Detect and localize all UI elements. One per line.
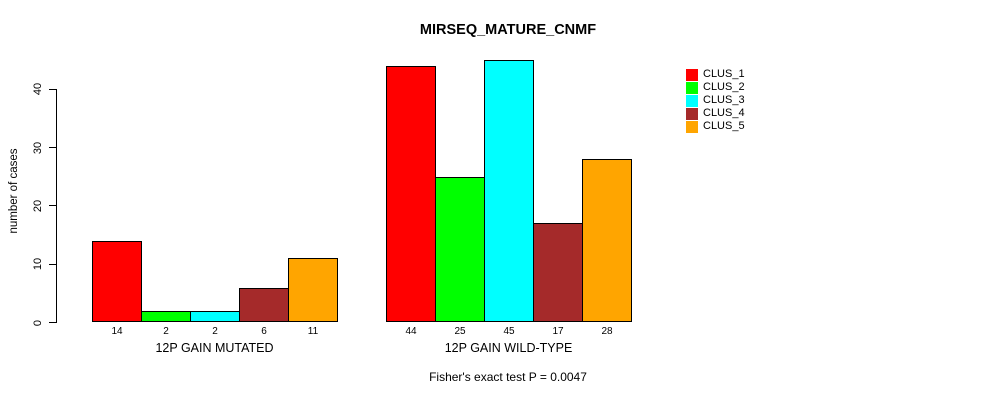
y-axis-tick-label: 20 bbox=[32, 199, 44, 212]
legend-label: CLUS_5 bbox=[703, 120, 745, 132]
bar-value-label: 2 bbox=[212, 326, 218, 337]
legend-item: CLUS_5 bbox=[686, 120, 745, 133]
y-axis-tick bbox=[49, 322, 56, 323]
legend-swatch bbox=[686, 120, 698, 133]
legend-item: CLUS_1 bbox=[686, 68, 745, 81]
bar-segment bbox=[92, 240, 142, 323]
bar-value-label: 45 bbox=[503, 326, 515, 337]
bar-value-label: 11 bbox=[307, 326, 319, 337]
y-axis-label: number of cases bbox=[8, 148, 20, 234]
bar-value-label: 17 bbox=[552, 326, 564, 337]
chart-title: MIRSEQ_MATURE_CNMF bbox=[419, 22, 597, 38]
bar-segment bbox=[435, 176, 485, 323]
y-axis-tick-label: 0 bbox=[32, 319, 44, 326]
y-axis-tick-label: 30 bbox=[32, 141, 44, 154]
legend-item: CLUS_2 bbox=[686, 81, 745, 94]
fisher-test-annotation: Fisher's exact test P = 0.0047 bbox=[429, 370, 587, 384]
legend-item: CLUS_4 bbox=[686, 107, 745, 120]
bar-value-label: 2 bbox=[163, 326, 169, 337]
y-axis-line bbox=[56, 89, 57, 324]
legend-label: CLUS_1 bbox=[703, 68, 745, 80]
bar-value-label: 44 bbox=[405, 326, 417, 337]
legend-swatch bbox=[686, 107, 698, 120]
legend-swatch bbox=[686, 94, 698, 107]
legend-label: CLUS_4 bbox=[703, 107, 745, 119]
legend-item: CLUS_3 bbox=[686, 94, 745, 107]
bar-segment bbox=[141, 310, 191, 323]
y-axis-tick bbox=[49, 263, 56, 265]
legend-swatch bbox=[686, 81, 698, 94]
bar-value-label: 14 bbox=[111, 326, 123, 337]
bar-segment bbox=[582, 159, 632, 323]
bar-segment bbox=[533, 223, 583, 323]
bar-segment bbox=[239, 287, 289, 323]
category-label: 12P GAIN WILD-TYPE bbox=[444, 341, 573, 355]
bar-value-label: 6 bbox=[261, 326, 267, 337]
legend-swatch bbox=[686, 68, 698, 81]
y-axis-tick-label: 10 bbox=[32, 258, 44, 271]
y-axis-tick bbox=[49, 147, 56, 148]
bar-segment bbox=[288, 258, 338, 323]
category-label: 12P GAIN MUTATED bbox=[155, 341, 274, 355]
bar-segment bbox=[484, 60, 534, 323]
y-axis-tick bbox=[49, 205, 56, 207]
y-axis-tick bbox=[49, 88, 56, 90]
bar-value-label: 25 bbox=[454, 326, 466, 337]
y-axis-tick-label: 40 bbox=[32, 83, 44, 96]
bar-value-label: 28 bbox=[601, 326, 613, 337]
legend-label: CLUS_2 bbox=[703, 81, 745, 93]
bar-segment bbox=[190, 310, 240, 323]
legend-label: CLUS_3 bbox=[703, 94, 745, 106]
bar-segment bbox=[386, 65, 436, 323]
